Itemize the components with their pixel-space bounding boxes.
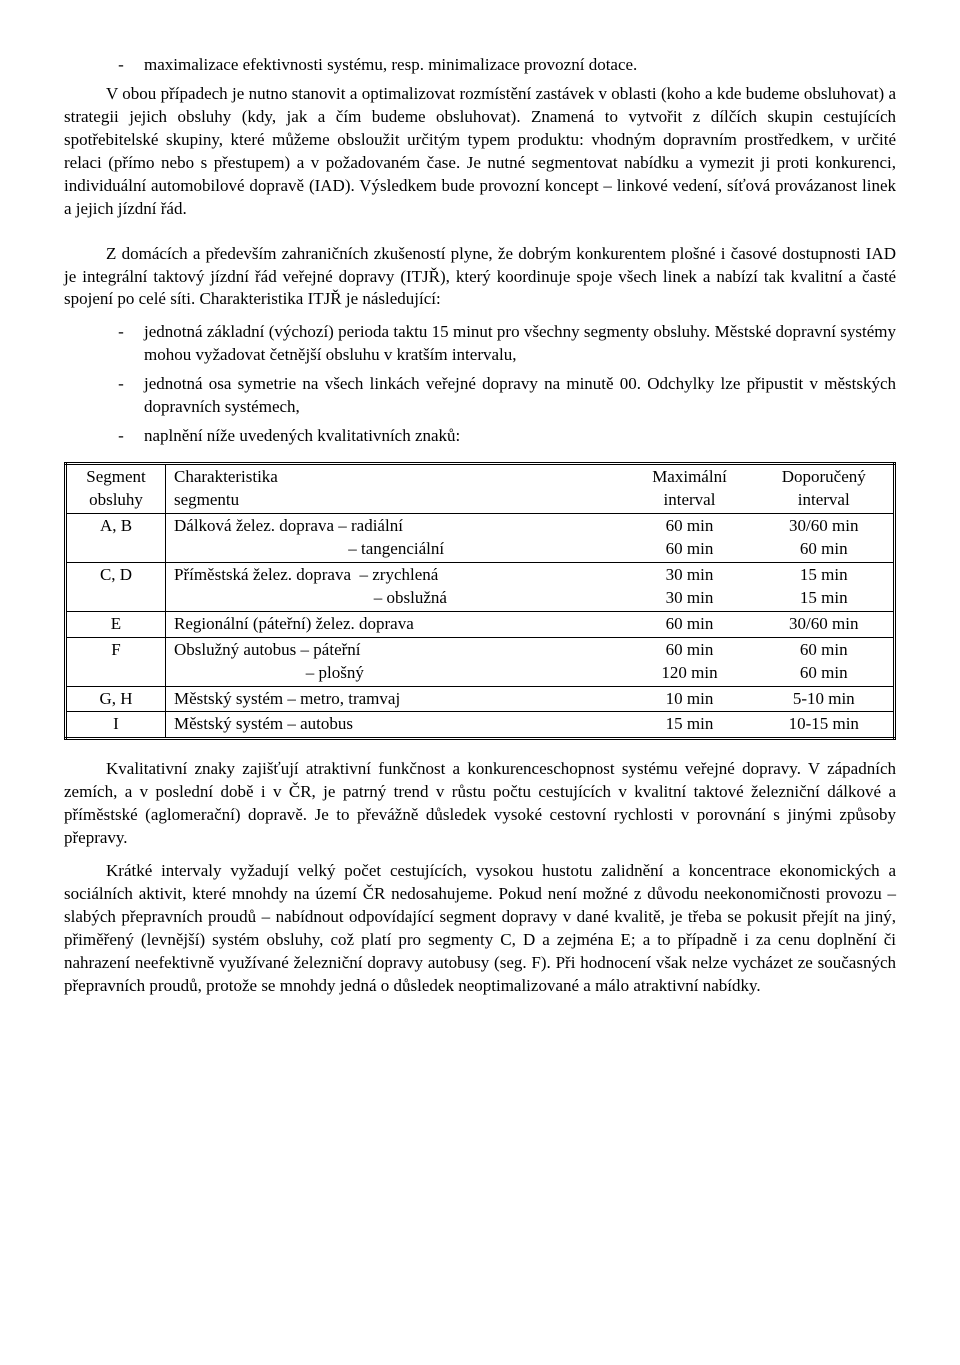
paragraph-1: V obou případech je nutno stanovit a opt…: [64, 83, 896, 221]
bullet-text: jednotná osa symetrie na všech linkách v…: [144, 373, 896, 419]
cell-char: Dálková želez. doprava – radiální – tang…: [166, 513, 625, 562]
list-item: - maximalizace efektivnosti systému, res…: [98, 54, 896, 77]
cell-char: Městský systém – metro, tramvaj: [166, 686, 625, 712]
cell-rec: 60 min 60 min: [755, 637, 895, 686]
paragraph-2: Z domácích a především zahraničních zkuš…: [64, 243, 896, 312]
paragraph-3: Kvalitativní znaky zajišťují atraktivní …: [64, 758, 896, 850]
cell-char: Městský systém – autobus: [166, 712, 625, 739]
header-text: interval: [798, 490, 850, 509]
table-row: E Regionální (páteřní) želez. doprava 60…: [66, 611, 895, 637]
col-header-segment: Segment obsluhy: [66, 464, 166, 514]
top-bullet-list: - maximalizace efektivnosti systému, res…: [98, 54, 896, 77]
cell-max: 60 min: [625, 611, 755, 637]
cell-char: Regionální (páteřní) želez. doprava: [166, 611, 625, 637]
cell-max: 30 min 30 min: [625, 562, 755, 611]
header-text: interval: [664, 490, 716, 509]
col-header-rec: Doporučený interval: [755, 464, 895, 514]
col-header-max: Maximální interval: [625, 464, 755, 514]
header-text: obsluhy: [89, 490, 143, 509]
header-text: Charakteristika: [174, 467, 278, 486]
cell-max: 15 min: [625, 712, 755, 739]
itjr-bullet-list: - jednotná základní (výchozí) perioda ta…: [98, 321, 896, 448]
list-item: - naplnění níže uvedených kvalitativních…: [98, 425, 896, 448]
bullet-text: jednotná základní (výchozí) perioda takt…: [144, 321, 896, 367]
header-text: Doporučený: [782, 467, 866, 486]
cell-char: Příměstská želez. doprava – zrychlená – …: [166, 562, 625, 611]
list-item: - jednotná osa symetrie na všech linkách…: [98, 373, 896, 419]
segment-table: Segment obsluhy Charakteristika segmentu…: [64, 462, 896, 740]
bullet-text: maximalizace efektivnosti systému, resp.…: [144, 54, 896, 77]
cell-rec: 30/60 min 60 min: [755, 513, 895, 562]
cell-rec: 15 min 15 min: [755, 562, 895, 611]
header-text: Segment: [86, 467, 146, 486]
table-row: F Obslužný autobus – páteřní – plošný 60…: [66, 637, 895, 686]
cell-segment: E: [66, 611, 166, 637]
cell-segment: C, D: [66, 562, 166, 611]
cell-max: 60 min 60 min: [625, 513, 755, 562]
cell-rec: 5-10 min: [755, 686, 895, 712]
cell-rec: 30/60 min: [755, 611, 895, 637]
bullet-dash-icon: -: [98, 321, 144, 367]
cell-rec: 10-15 min: [755, 712, 895, 739]
header-text: segmentu: [174, 490, 239, 509]
bullet-dash-icon: -: [98, 373, 144, 419]
cell-char: Obslužný autobus – páteřní – plošný: [166, 637, 625, 686]
bullet-dash-icon: -: [98, 425, 144, 448]
cell-segment: F: [66, 637, 166, 686]
table-row: A, B Dálková želez. doprava – radiální –…: [66, 513, 895, 562]
cell-segment: A, B: [66, 513, 166, 562]
header-text: Maximální: [652, 467, 727, 486]
table-row: G, H Městský systém – metro, tramvaj 10 …: [66, 686, 895, 712]
table-header-row: Segment obsluhy Charakteristika segmentu…: [66, 464, 895, 514]
bullet-text: naplnění níže uvedených kvalitativních z…: [144, 425, 896, 448]
table-row: I Městský systém – autobus 15 min 10-15 …: [66, 712, 895, 739]
table-row: C, D Příměstská želez. doprava – zrychle…: [66, 562, 895, 611]
cell-max: 60 min 120 min: [625, 637, 755, 686]
paragraph-4: Krátké intervaly vyžadují velký počet ce…: [64, 860, 896, 998]
list-item: - jednotná základní (výchozí) perioda ta…: [98, 321, 896, 367]
col-header-char: Charakteristika segmentu: [166, 464, 625, 514]
cell-max: 10 min: [625, 686, 755, 712]
bullet-dash-icon: -: [98, 54, 144, 77]
cell-segment: I: [66, 712, 166, 739]
cell-segment: G, H: [66, 686, 166, 712]
